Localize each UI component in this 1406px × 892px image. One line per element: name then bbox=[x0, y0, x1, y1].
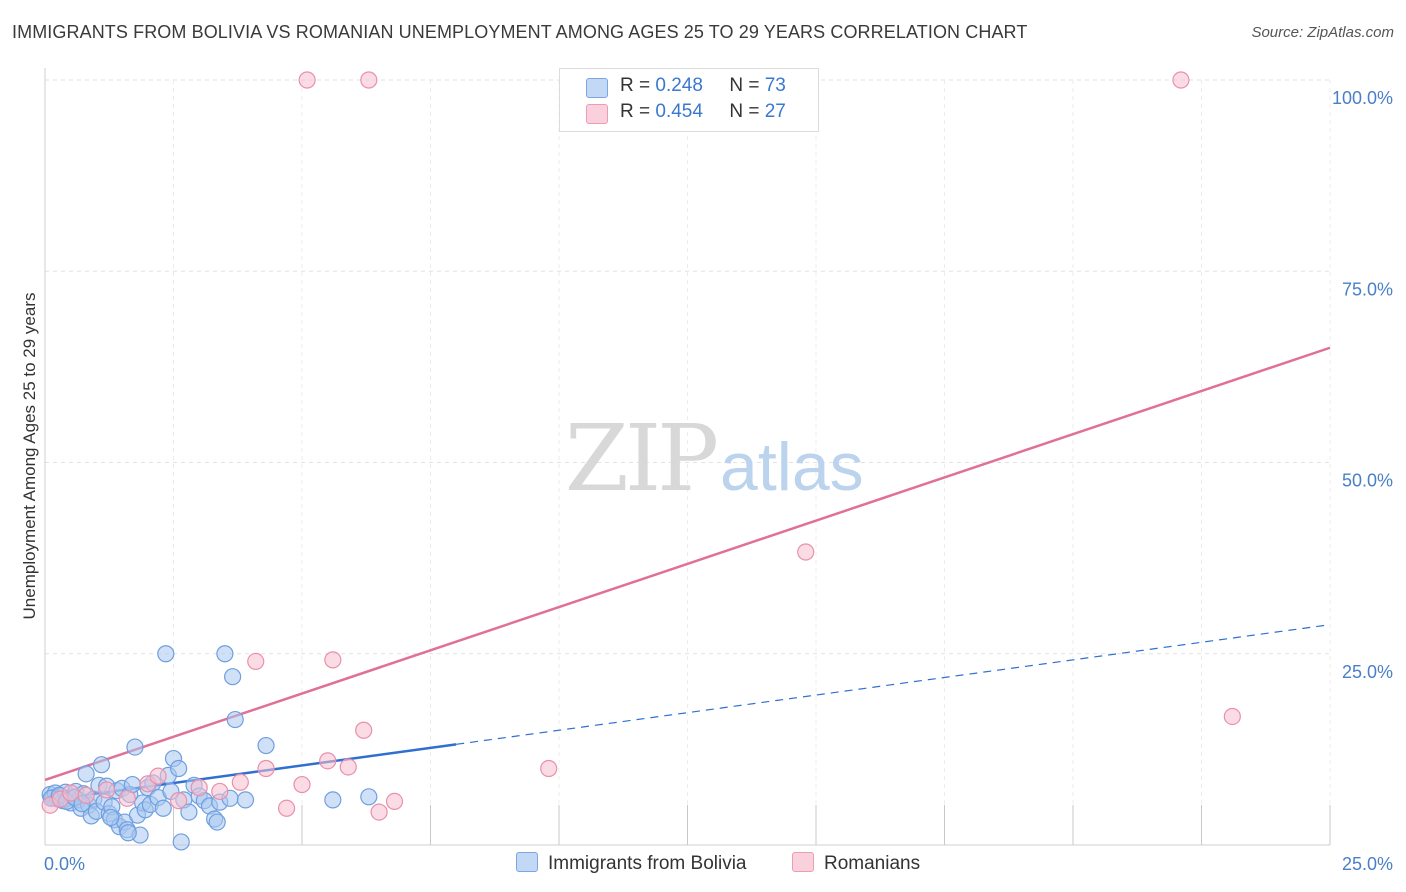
point-bolivia bbox=[172, 833, 190, 851]
y-tick-label: 50.0% bbox=[1342, 471, 1393, 491]
point-bolivia bbox=[92, 756, 111, 774]
axes: 25.0% 50.0% 75.0% 100.0% 0.0% 25.0% bbox=[44, 68, 1393, 874]
point-romanians bbox=[170, 792, 188, 810]
point-bolivia bbox=[154, 799, 172, 817]
watermark-atlas: atlas bbox=[720, 429, 864, 505]
point-bolivia bbox=[360, 788, 378, 806]
point-bolivia bbox=[119, 824, 137, 842]
point-romanians bbox=[355, 721, 373, 739]
x-tick-label: 25.0% bbox=[1342, 854, 1393, 874]
point-romanians bbox=[540, 759, 558, 778]
point-romanians bbox=[360, 71, 378, 89]
point-romanians bbox=[98, 781, 116, 799]
point-bolivia bbox=[77, 765, 95, 783]
point-romanians bbox=[385, 792, 404, 810]
legend-swatch-romanians bbox=[586, 104, 608, 124]
y-tick-label: 75.0% bbox=[1342, 279, 1393, 299]
point-romanians bbox=[339, 758, 357, 776]
point-romanians bbox=[231, 773, 249, 791]
x-tick-label: 0.0% bbox=[44, 854, 85, 874]
point-bolivia bbox=[180, 803, 198, 821]
point-bolivia bbox=[324, 791, 342, 809]
bottom-legend-bolivia: Immigrants from Bolivia bbox=[516, 852, 747, 875]
y-tick-label: 25.0% bbox=[1342, 662, 1393, 682]
watermark-zip: ZIP bbox=[565, 405, 716, 512]
point-bolivia bbox=[224, 668, 242, 686]
chart-title: IMMIGRANTS FROM BOLIVIA VS ROMANIAN UNEM… bbox=[12, 22, 1028, 42]
trend-line-bolivia-extension bbox=[456, 624, 1331, 745]
point-romanians bbox=[324, 651, 342, 669]
point-romanians bbox=[62, 784, 80, 802]
r-label: R = bbox=[620, 101, 651, 122]
point-romanians bbox=[77, 786, 95, 804]
n-value-romanians: 27 bbox=[764, 101, 786, 122]
n-label: N = bbox=[729, 75, 760, 96]
point-bolivia bbox=[170, 759, 188, 778]
trend-line-romanians bbox=[44, 346, 1331, 782]
point-romanians bbox=[118, 789, 136, 807]
chart-source: Source: ZipAtlas.com bbox=[1251, 24, 1394, 41]
point-romanians bbox=[190, 779, 208, 797]
point-romanians bbox=[149, 767, 167, 785]
point-bolivia bbox=[208, 813, 226, 831]
stats-legend: R = 0.248 N = 73 R = 0.454 N = 27 bbox=[559, 68, 819, 132]
legend-stats-romanians: R = 0.454 N = 27 bbox=[620, 101, 786, 123]
point-romanians bbox=[247, 652, 265, 671]
point-romanians bbox=[797, 543, 815, 561]
point-romanians bbox=[257, 759, 275, 778]
point-romanians bbox=[1172, 71, 1190, 89]
legend-swatch-bolivia bbox=[586, 78, 608, 98]
n-value-bolivia: 73 bbox=[764, 75, 786, 96]
bottom-legend-label-bolivia: Immigrants from Bolivia bbox=[548, 853, 747, 874]
y-axis-label: Unemployment Among Ages 25 to 29 years bbox=[20, 293, 39, 620]
r-label: R = bbox=[620, 75, 651, 96]
point-bolivia bbox=[216, 645, 234, 663]
bottom-legend-swatch-romanians bbox=[792, 852, 814, 872]
watermark: ZIP atlas bbox=[565, 405, 864, 512]
r-value-romanians: 0.454 bbox=[655, 101, 703, 122]
point-bolivia bbox=[157, 645, 175, 663]
bottom-legend-label-romanians: Romanians bbox=[824, 853, 921, 874]
point-bolivia bbox=[102, 808, 120, 827]
point-bolivia bbox=[126, 738, 144, 756]
point-bolivia bbox=[236, 791, 255, 809]
y-tick-label: 100.0% bbox=[1332, 88, 1393, 108]
point-bolivia bbox=[257, 736, 275, 755]
point-romanians bbox=[319, 752, 337, 770]
point-romanians bbox=[293, 775, 311, 794]
point-romanians bbox=[370, 803, 388, 821]
data-points bbox=[41, 71, 1241, 851]
point-romanians bbox=[1223, 707, 1241, 726]
legend-stats-bolivia: R = 0.248 N = 73 bbox=[620, 75, 786, 97]
bottom-legend-romanians: Romanians bbox=[792, 852, 920, 875]
n-label: N = bbox=[729, 101, 760, 122]
point-romanians bbox=[211, 782, 229, 801]
point-romanians bbox=[277, 799, 296, 817]
bottom-legend-swatch-bolivia bbox=[516, 852, 538, 872]
point-bolivia bbox=[226, 710, 244, 729]
point-romanians bbox=[298, 71, 316, 89]
axis-labels: Unemployment Among Ages 25 to 29 years bbox=[20, 293, 39, 620]
r-value-bolivia: 0.248 bbox=[655, 75, 703, 96]
